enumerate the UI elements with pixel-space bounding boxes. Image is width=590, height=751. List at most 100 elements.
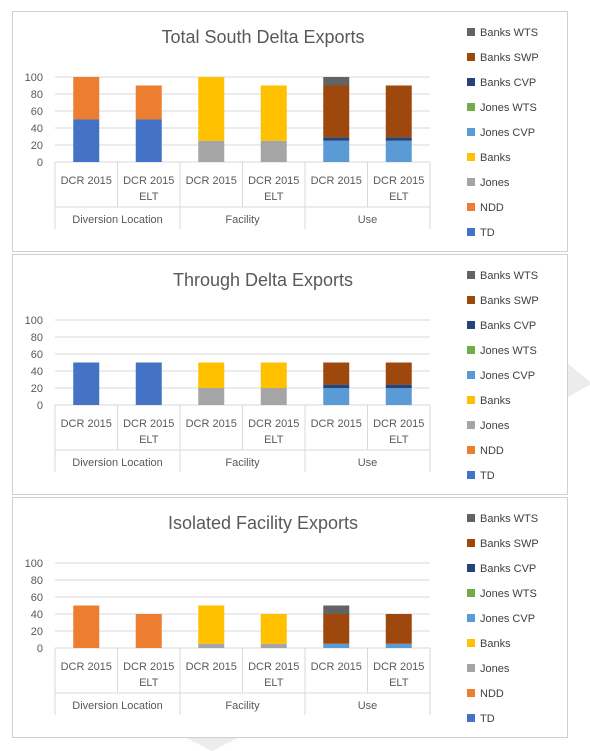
bar-segment-jones-cvp: [385, 643, 412, 648]
bar-segment-jones-cvp: [385, 140, 412, 162]
chart-svg-isolated-facility-exports: Isolated Facility Exports 0 20 40 60 80 100 DCR…: [25, 513, 539, 725]
bar-segment-jones: [198, 643, 225, 648]
category-label: DCR 2015 ELT: [123, 175, 174, 203]
bar-segment-banks-cvp: [323, 137, 350, 141]
chart-title: Total South Delta Exports: [161, 27, 364, 47]
legend-label-banks: Banks: [480, 152, 511, 164]
bar-segment-banks-cvp: [323, 384, 350, 388]
group-label-diversion-location: Diversion Location: [72, 457, 163, 469]
legend-swatch-banks-swp: [467, 296, 475, 304]
group-label-use: Use: [358, 457, 378, 469]
bar-segment-td: [73, 119, 100, 162]
bar-segment-banks: [198, 605, 225, 644]
y-tick-label: 100: [25, 558, 43, 570]
bar-segment-banks-swp: [385, 85, 412, 138]
bar-segment-td: [135, 362, 162, 405]
legend-label-td: TD: [480, 713, 495, 725]
legend-label-banks: Banks: [480, 395, 511, 407]
y-tick-label: 80: [31, 332, 43, 344]
legend-label-jones-cvp: Jones CVP: [480, 370, 535, 382]
background-shape-right: [566, 362, 590, 398]
bar-segment-banks-swp: [385, 362, 412, 385]
y-tick-label: 40: [31, 123, 43, 135]
category-label: DCR 2015 ELT: [248, 175, 299, 203]
legend-label-banks-swp: Banks SWP: [480, 538, 539, 550]
legend-swatch-ndd: [467, 689, 475, 697]
legend-swatch-td: [467, 714, 475, 722]
legend-swatch-banks-swp: [467, 53, 475, 61]
category-label: DCR 2015: [186, 418, 237, 430]
bar-segment-banks: [260, 614, 287, 644]
bar-segment-banks: [198, 362, 225, 388]
category-label: DCR 2015: [186, 661, 237, 673]
chart-svg-through-delta-exports: Through Delta Exports 0 20 40 60 80 100 DCR 201…: [25, 270, 539, 482]
bar-segment-jones: [198, 140, 225, 162]
category-label: DCR 2015 ELT: [123, 661, 174, 689]
legend-swatch-banks: [467, 396, 475, 404]
bar-segment-ndd: [73, 77, 100, 120]
legend-label-jones: Jones: [480, 663, 510, 675]
category-label: DCR 2015: [311, 418, 362, 430]
bar-segment-banks-swp: [323, 85, 350, 138]
chart-svg-total-south-delta-exports: Total South Delta Exports 0 20 40 60 80 100 DCR…: [25, 27, 539, 239]
group-label-use: Use: [358, 700, 378, 712]
legend-label-banks-cvp: Banks CVP: [480, 320, 536, 332]
y-tick-label: 0: [37, 643, 43, 655]
bar-segment-jones-cvp: [323, 140, 350, 162]
bar-segment-banks-swp: [323, 614, 350, 644]
legend-label-banks-wts: Banks WTS: [480, 27, 538, 39]
group-label-diversion-location: Diversion Location: [72, 214, 163, 226]
bar-segment-jones-cvp: [323, 388, 350, 405]
legend-swatch-jones: [467, 664, 475, 672]
chart-panel-total-south-delta-exports: Total South Delta Exports 0 20 40 60 80 100 DCR…: [12, 11, 568, 252]
legend-label-banks: Banks: [480, 638, 511, 650]
category-label: DCR 2015 ELT: [123, 418, 174, 446]
y-tick-label: 0: [37, 157, 43, 169]
legend-swatch-td: [467, 471, 475, 479]
legend-label-jones: Jones: [480, 420, 510, 432]
bar-segment-banks: [260, 85, 287, 141]
legend-swatch-jones: [467, 178, 475, 186]
chart-panel-isolated-facility-exports: Isolated Facility Exports 0 20 40 60 80 100 DCR…: [12, 497, 568, 738]
y-tick-label: 60: [31, 592, 43, 604]
bar-segment-banks: [260, 362, 287, 388]
bar-segment-banks-swp: [385, 614, 412, 644]
legend-swatch-banks-cvp: [467, 78, 475, 86]
legend-label-ndd: NDD: [480, 202, 504, 214]
y-tick-label: 100: [25, 72, 43, 84]
bar-segment-banks-wts: [323, 77, 350, 86]
legend-swatch-jones-cvp: [467, 614, 475, 622]
legend-label-ndd: NDD: [480, 688, 504, 700]
chart-title: Isolated Facility Exports: [168, 513, 358, 533]
category-label: DCR 2015 ELT: [248, 661, 299, 689]
y-tick-label: 20: [31, 140, 43, 152]
category-label: DCR 2015 ELT: [373, 661, 424, 689]
category-label: DCR 2015: [311, 175, 362, 187]
bar-segment-jones-cvp: [323, 643, 350, 648]
group-label-diversion-location: Diversion Location: [72, 700, 163, 712]
legend-label-jones-cvp: Jones CVP: [480, 613, 535, 625]
bar-segment-td: [73, 362, 100, 405]
chart-title: Through Delta Exports: [173, 270, 353, 290]
legend-swatch-banks-cvp: [467, 321, 475, 329]
bar-segment-banks-wts: [323, 605, 350, 614]
bar-segment-banks-cvp: [385, 384, 412, 388]
legend-swatch-banks-cvp: [467, 564, 475, 572]
legend-label-banks-cvp: Banks CVP: [480, 563, 536, 575]
legend-swatch-banks: [467, 153, 475, 161]
y-tick-label: 0: [37, 400, 43, 412]
legend-swatch-ndd: [467, 446, 475, 454]
y-tick-label: 80: [31, 575, 43, 587]
bar-segment-ndd: [135, 614, 162, 648]
bar-segment-jones-cvp: [385, 388, 412, 405]
legend-label-jones-wts: Jones WTS: [480, 102, 537, 114]
legend-swatch-banks-wts: [467, 28, 475, 36]
legend-swatch-jones-cvp: [467, 128, 475, 136]
bar-segment-jones: [260, 643, 287, 648]
legend-label-td: TD: [480, 227, 495, 239]
legend-label-jones-wts: Jones WTS: [480, 345, 537, 357]
bar-segment-td: [135, 119, 162, 162]
legend-swatch-banks-swp: [467, 539, 475, 547]
legend-label-td: TD: [480, 470, 495, 482]
legend-label-jones-wts: Jones WTS: [480, 588, 537, 600]
